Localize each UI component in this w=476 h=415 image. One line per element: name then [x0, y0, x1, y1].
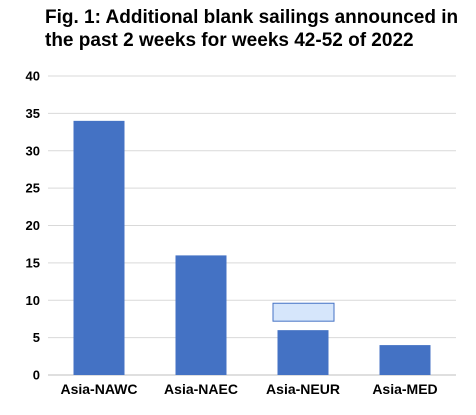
x-axis-category-labels: Asia-NAWC Asia-NAEC Asia-NEUR Asia-MED [60, 381, 437, 397]
y-tick-label: 40 [26, 69, 40, 84]
bars [73, 120, 431, 375]
bar [175, 255, 227, 375]
y-tick-label: 15 [26, 255, 40, 270]
overlay-layer [272, 302, 335, 322]
bar [379, 345, 431, 375]
x-category-label: Asia-NEUR [266, 381, 340, 397]
y-tick-label: 5 [33, 330, 40, 345]
y-tick-label: 10 [26, 293, 40, 308]
chart-title: Fig. 1: Additional blank sailings announ… [45, 7, 459, 51]
y-tick-label: 20 [26, 218, 40, 233]
x-category-label: Asia-MED [372, 381, 437, 397]
bar [277, 330, 329, 375]
y-tick-label: 25 [26, 181, 40, 196]
highlight-box [272, 302, 335, 322]
y-tick-label: 0 [33, 368, 40, 383]
y-tick-label: 30 [26, 143, 40, 158]
y-tick-label: 35 [26, 106, 40, 121]
x-category-label: Asia-NAWC [60, 381, 137, 397]
bar [73, 120, 125, 375]
x-category-label: Asia-NAEC [164, 381, 238, 397]
y-axis-tick-labels: 0 5 10 15 20 25 30 35 40 [26, 69, 40, 383]
